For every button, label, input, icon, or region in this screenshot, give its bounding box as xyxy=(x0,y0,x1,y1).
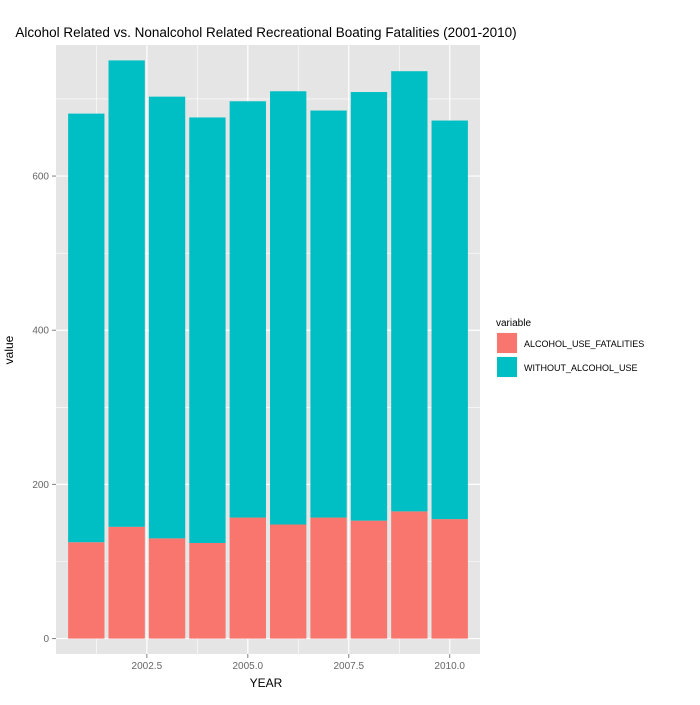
bar-segment xyxy=(431,519,468,639)
legend-title: variable xyxy=(496,318,531,329)
y-tick-label: 200 xyxy=(32,480,49,491)
bar-segment xyxy=(431,120,468,520)
bar-segment xyxy=(350,92,388,521)
legend-label: WITHOUT_ALCOHOL_USE xyxy=(524,363,638,373)
y-axis-title: value xyxy=(2,335,16,364)
bar-segment xyxy=(229,101,266,518)
bar-segment xyxy=(310,517,347,639)
y-tick-label: 600 xyxy=(32,172,49,183)
bar-segment xyxy=(391,71,428,512)
x-axis: 2002.5 2005.0 2007.5 2010.0 xyxy=(132,654,465,672)
x-axis-title: YEAR xyxy=(250,676,283,690)
legend-swatch xyxy=(497,333,517,353)
bar-segment xyxy=(189,542,226,639)
chart-title: Alcohol Related vs. Nonalcohol Related R… xyxy=(15,25,516,40)
x-tick-label: 2010.0 xyxy=(434,661,465,672)
legend-label: ALCOHOL_USE_FATALITIES xyxy=(524,339,644,349)
bar-segment xyxy=(108,60,145,527)
x-tick-label: 2005.0 xyxy=(233,661,264,672)
x-tick-label: 2007.5 xyxy=(333,661,364,672)
bar-segment xyxy=(108,526,145,639)
bar-segment xyxy=(68,542,105,639)
bar-segment xyxy=(310,110,347,518)
bar-segment xyxy=(229,517,266,639)
y-axis: 0 200 400 600 xyxy=(32,172,56,645)
x-tick-label: 2002.5 xyxy=(132,661,163,672)
bar-segment xyxy=(189,117,226,543)
bar-segment xyxy=(148,96,186,539)
legend-swatch xyxy=(497,357,517,377)
bar-segment xyxy=(68,113,105,543)
bar-segment xyxy=(270,524,307,639)
legend: variable ALCOHOL_USE_FATALITIES WITHOUT_A… xyxy=(495,318,644,379)
y-tick-label: 400 xyxy=(32,326,49,337)
bar-segment xyxy=(270,91,307,525)
y-tick-label: 0 xyxy=(43,634,49,645)
bars xyxy=(68,60,468,639)
legend-items: ALCOHOL_USE_FATALITIES WITHOUT_ALCOHOL_US… xyxy=(495,331,644,379)
bar-segment xyxy=(148,538,186,639)
bar-segment xyxy=(350,520,388,639)
bar-segment xyxy=(391,511,428,639)
